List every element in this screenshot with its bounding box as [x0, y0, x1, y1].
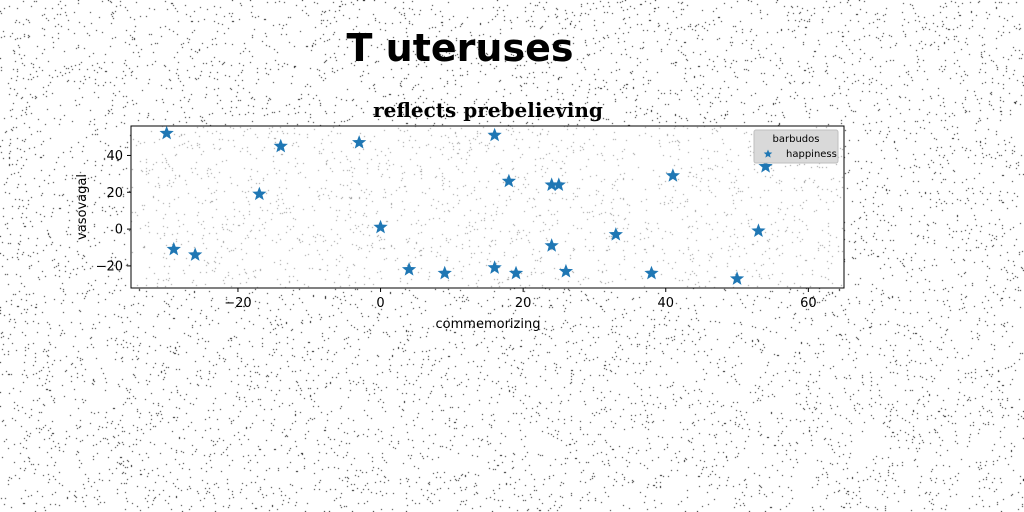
- data-point-star: [159, 125, 174, 140]
- y-tick-label: 20: [106, 186, 123, 201]
- data-points: [159, 125, 773, 285]
- plot-area: [130, 125, 845, 289]
- x-tick-label: −20: [224, 296, 251, 311]
- data-point-star: [188, 247, 203, 261]
- data-point-star: [551, 177, 566, 191]
- legend-box: [753, 129, 839, 164]
- legend-star-marker: [763, 149, 773, 158]
- x-tick-label: 0: [376, 296, 384, 311]
- data-point-star: [373, 219, 388, 234]
- data-point-star: [273, 138, 288, 153]
- x-axis-label: commemorizing: [436, 317, 541, 332]
- legend-series-label: happiness: [786, 149, 837, 160]
- legend-title: barbudos: [773, 134, 820, 145]
- y-tick-label: 0: [115, 223, 123, 238]
- y-axis-ticks: −20 0 20 40: [96, 149, 131, 274]
- data-point-star: [544, 238, 559, 252]
- x-tick-label: 20: [515, 296, 532, 311]
- data-point-star: [487, 260, 502, 274]
- data-point-star: [252, 186, 267, 201]
- x-tick-label: 40: [657, 296, 674, 311]
- data-point-star: [608, 227, 623, 241]
- data-point-star: [401, 262, 417, 276]
- x-axis-ticks: −20 0 20 40 60: [224, 288, 817, 311]
- legend: barbudos happiness: [753, 129, 839, 164]
- y-tick-label: 40: [106, 149, 123, 164]
- data-point-star: [644, 265, 659, 280]
- data-point-star: [751, 223, 766, 237]
- y-axis-label: vasovagal: [75, 174, 90, 240]
- data-point-star: [758, 159, 773, 173]
- x-tick-label: 60: [800, 296, 817, 311]
- data-point-star: [487, 127, 502, 142]
- data-point-star: [508, 265, 524, 280]
- data-point-star: [558, 263, 574, 278]
- data-point-star: [729, 271, 745, 285]
- data-point-star: [665, 168, 681, 182]
- data-point-star: [437, 265, 452, 280]
- data-point-star: [544, 177, 559, 191]
- page-title: T uteruses: [346, 26, 574, 70]
- data-point-star: [501, 173, 517, 188]
- chart-title: reflects prebelieving: [373, 98, 603, 122]
- legend-star-icon: [763, 149, 773, 158]
- data-point-star: [166, 241, 181, 256]
- y-tick-label: −20: [96, 259, 123, 274]
- data-point-star: [352, 135, 367, 149]
